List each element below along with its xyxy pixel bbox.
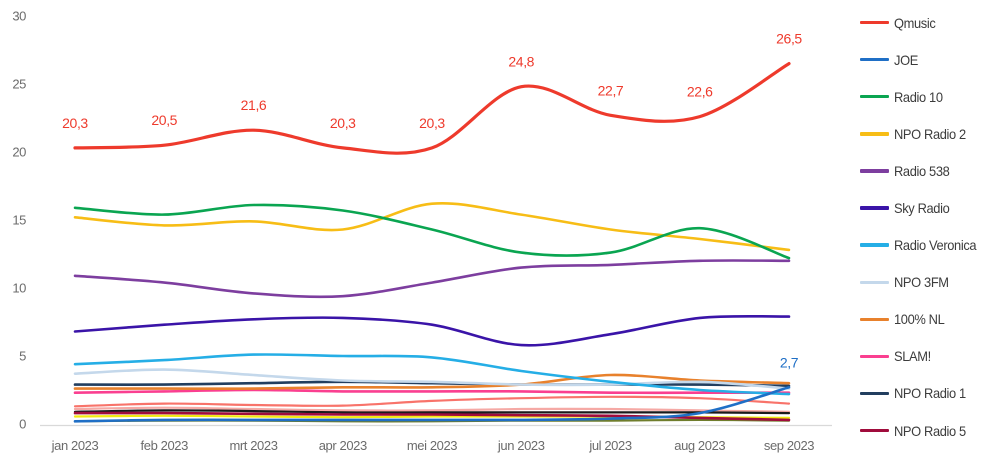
data-label-qmusic: 20,3 [62,115,88,131]
x-axis-month-label: mei 2023 [407,438,457,453]
x-axis-month-label: apr 2023 [319,438,367,453]
x-axis-month-label: jul 2023 [588,438,632,453]
data-label-qmusic: 26,5 [776,31,802,47]
legend-label: NPO Radio 1 [894,385,966,402]
legend-item-qmusic: Qmusic [860,4,1000,41]
series-line-slam [73,388,791,395]
data-label-qmusic: 20,5 [151,112,177,128]
data-label-qmusic: 22,7 [598,82,624,98]
y-axis-tick-label: 30 [12,9,26,24]
legend-line-swatch [860,243,889,247]
x-axis-month-label: mrt 2023 [229,438,277,453]
legend-item-radio-538: Radio 538 [860,152,1000,189]
legend-item-radio-veronica: Radio Veronica [860,227,1000,264]
legend-label: 100% NL [894,311,945,328]
data-label-qmusic: 20,3 [330,115,356,131]
data-label-joe: 2,7 [780,354,799,370]
x-axis-month-label: jan 2023 [51,438,99,453]
legend-label: Radio 10 [894,88,943,105]
y-axis-tick-label: 5 [19,349,26,364]
y-axis-tick-label: 25 [12,77,26,92]
legend-line-swatch [860,354,889,359]
legend-label: NPO Radio 2 [894,125,966,142]
series-line-npo-radio-2 [73,201,791,252]
legend-item-npo-radio-1: NPO Radio 1 [860,375,1000,412]
x-axis-month-label: feb 2023 [141,438,189,453]
series-line-qmusic [73,62,791,155]
y-axis-tick-label: 20 [12,145,26,160]
series-line-radio-10 [73,203,791,260]
legend-line-swatch [860,317,889,321]
legend-label: SLAM! [894,348,931,365]
legend-label: NPO 3FM [894,274,949,291]
legend-label: JOE [894,51,918,68]
legend-item-radio-10: Radio 10 [860,78,1000,115]
data-label-qmusic: 24,8 [508,54,534,70]
legend-label: Sky Radio [894,200,950,217]
series-line-npo-radio-1 [73,380,791,388]
legend-item-npo-radio-5: NPO Radio 5 [860,412,1000,449]
series-line-100-nl [73,373,791,391]
legend-item-100-nl: 100% NL [860,301,1000,338]
legend-label: Radio 538 [894,162,950,179]
data-label-qmusic: 22,6 [687,84,713,100]
legend-line-swatch [860,132,889,136]
y-axis-tick-label: 10 [12,281,26,296]
legend-line-swatch [860,391,889,396]
series-line-radio-538 [73,259,791,299]
legend-label: Radio Veronica [894,237,977,254]
x-axis-month-label: sep 2023 [764,438,814,453]
legend-line-swatch [860,57,889,62]
x-axis-month-label: aug 2023 [674,438,725,453]
legend-label: Qmusic [894,14,936,31]
series-line-npo-3fm [73,368,791,390]
legend-line-swatch [860,95,889,99]
y-axis-tick-label: 0 [19,417,26,432]
legend-line-swatch [860,280,889,284]
data-label-qmusic: 20,3 [419,115,445,131]
legend-item-sky-radio: Sky Radio [860,189,1000,226]
series-line-sky-radio [73,314,791,347]
legend-line-swatch [860,206,889,210]
unlabeled-series-line-2 [73,409,791,415]
x-axis-month-label: jun 2023 [497,438,545,453]
legend-item-npo-3fm: NPO 3FM [860,264,1000,301]
unlabeled-series-line-0 [73,395,791,408]
series-line-radio-veronica [73,353,791,396]
legend-item-slam: SLAM! [860,338,1000,375]
series-line-joe [73,386,791,423]
unlabeled-series-line-1 [73,406,791,413]
legend-label: NPO Radio 5 [894,422,966,439]
data-label-qmusic: 21,6 [241,97,267,113]
legend-line-swatch [860,169,889,173]
legend-line-swatch [860,428,889,433]
legend-line-swatch [860,20,889,25]
chart-legend: Qmusic JOE Radio 10 NPO Radio 2 Radio 538 Sky… [860,4,1000,449]
legend-item-npo-radio-2: NPO Radio 2 [860,115,1000,152]
y-axis-tick-label: 15 [12,213,26,228]
legend-item-joe: JOE [860,41,1000,78]
